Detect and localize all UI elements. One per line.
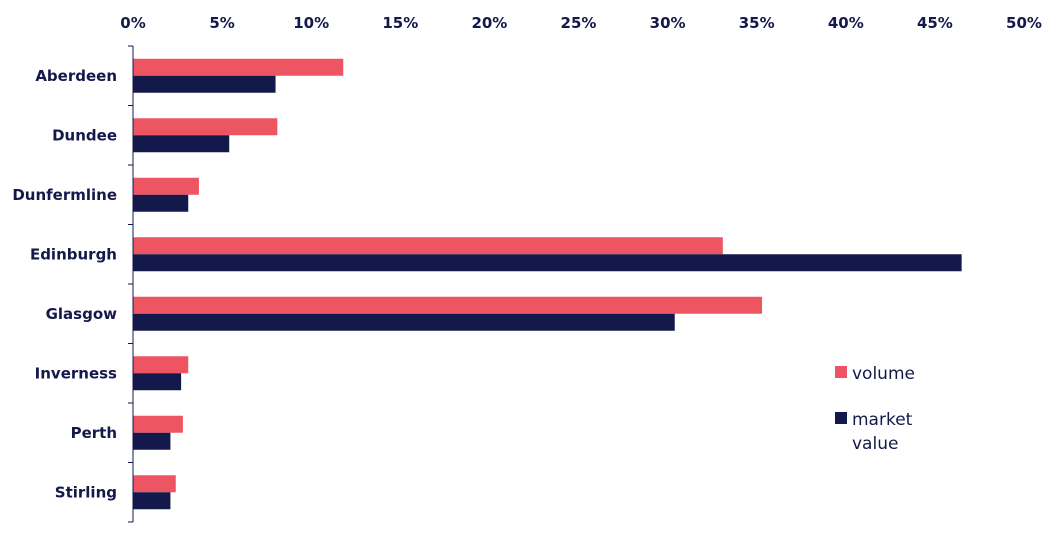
legend-label: value [852, 434, 898, 454]
bar-volume [133, 237, 723, 255]
x-tick-label: 5% [209, 14, 234, 32]
x-tick-label: 30% [650, 14, 686, 32]
bar-market-value [133, 373, 182, 391]
bar-volume [133, 118, 278, 136]
legend-label: market [852, 410, 913, 430]
legend-swatch [835, 366, 847, 378]
category-label: Edinburgh [30, 245, 117, 263]
category-label: Perth [71, 424, 117, 442]
x-tick-label: 0% [120, 14, 145, 32]
bar-volume [133, 356, 189, 374]
bar-market-value [133, 313, 675, 331]
category-label: Dundee [52, 126, 117, 144]
legend-swatch [835, 412, 847, 424]
bar-volume [133, 177, 199, 195]
x-tick-label: 15% [382, 14, 418, 32]
x-tick-label: 35% [739, 14, 775, 32]
x-tick-label: 45% [917, 14, 953, 32]
category-label: Aberdeen [35, 67, 117, 85]
bar-market-value [133, 194, 189, 212]
bar-market-value [133, 432, 171, 450]
bar-volume [133, 475, 176, 493]
legend-label: volume [852, 364, 915, 384]
category-label: Dunfermline [12, 186, 117, 204]
category-label: Stirling [55, 483, 117, 501]
category-label: Inverness [35, 364, 117, 382]
x-tick-label: 10% [293, 14, 329, 32]
x-tick-label: 50% [1006, 14, 1042, 32]
bar-market-value [133, 135, 230, 153]
bar-volume [133, 58, 344, 76]
x-tick-label: 25% [561, 14, 597, 32]
x-tick-label: 40% [828, 14, 864, 32]
bar-market-value [133, 75, 276, 93]
bar-market-value [133, 254, 962, 272]
bar-volume [133, 296, 763, 314]
x-tick-label: 20% [471, 14, 507, 32]
bar-volume [133, 415, 183, 433]
category-label: Glasgow [46, 305, 118, 323]
bar-market-value [133, 492, 171, 510]
